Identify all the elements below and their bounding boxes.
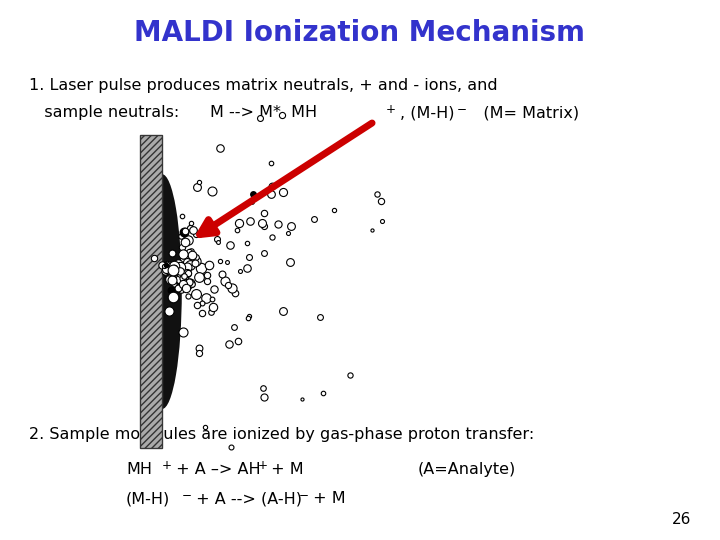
- Text: , (M-H): , (M-H): [400, 105, 455, 120]
- Bar: [140, 135, 162, 448]
- Text: −: −: [456, 103, 467, 116]
- Text: −: −: [181, 489, 192, 502]
- Text: + A –> AH: + A –> AH: [171, 462, 260, 477]
- Text: −: −: [299, 489, 309, 502]
- Text: +: +: [161, 459, 171, 472]
- Text: (M= Matrix): (M= Matrix): [468, 105, 579, 120]
- Text: (M-H): (M-H): [126, 491, 170, 507]
- FancyArrowPatch shape: [199, 123, 372, 234]
- Text: +: +: [386, 103, 396, 116]
- Text: 2. Sample molecules are ionized by gas-phase proton transfer:: 2. Sample molecules are ionized by gas-p…: [29, 427, 534, 442]
- Text: (A=Analyte): (A=Analyte): [418, 462, 516, 477]
- Text: +: +: [258, 459, 268, 472]
- Text: + M: + M: [266, 462, 304, 477]
- Text: 26: 26: [672, 511, 691, 526]
- Text: 1. Laser pulse produces matrix neutrals, + and - ions, and: 1. Laser pulse produces matrix neutrals,…: [29, 78, 498, 93]
- Ellipse shape: [142, 174, 181, 409]
- Text: MH: MH: [126, 462, 152, 477]
- Text: + M: + M: [308, 491, 346, 507]
- Text: MALDI Ionization Mechanism: MALDI Ionization Mechanism: [135, 19, 585, 47]
- Text: sample neutrals:      M --> M*, MH: sample neutrals: M --> M*, MH: [29, 105, 317, 120]
- Text: + A --> (A-H): + A --> (A-H): [191, 491, 302, 507]
- Bar: [140, 135, 162, 448]
